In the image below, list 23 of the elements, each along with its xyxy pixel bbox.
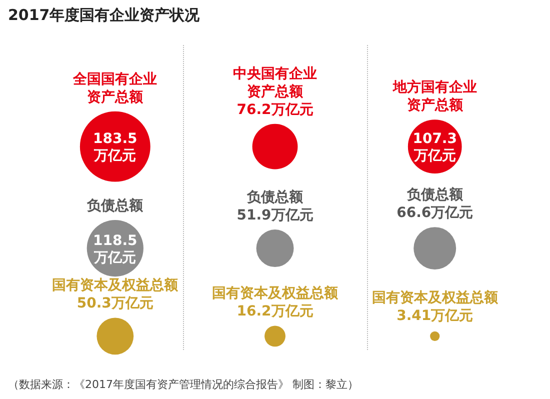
text: （数据来源：《2017年度国有资产管理情况的综合报告》 制图：黎立） — [8, 378, 358, 391]
data-label: 50.3万亿元 — [76, 296, 154, 312]
text: 负债总额 — [247, 190, 303, 206]
data-label: 16.2万亿元 — [236, 304, 314, 320]
text: 国有资本及权益总额 — [212, 286, 338, 302]
data-label: 3.41万亿元 — [396, 308, 474, 324]
data-label: 66.6万亿元 — [396, 205, 474, 222]
legend-label: 国有资本及权益总额 — [52, 276, 180, 294]
data-label: 118.5万亿元 — [93, 232, 138, 266]
category-label: 地方国有企业 — [392, 78, 477, 96]
data-label: 107.3万亿元 — [412, 131, 457, 164]
category-label: 全国国有企业 — [72, 71, 158, 88]
text: 资产总额 — [87, 89, 144, 106]
series-label: 资产总额 — [406, 96, 464, 114]
data-label: 183.5万亿元 — [93, 131, 138, 164]
text: 国有资本及权益总额 — [372, 290, 498, 306]
category-label: 中央国有企业 — [233, 66, 317, 82]
series-label: 负债总额 — [86, 196, 144, 214]
text: 资产总额 — [247, 84, 303, 100]
text: 2017年度国有企业资产状况 — [8, 6, 201, 24]
data-label: 51.9万亿元 — [236, 208, 314, 224]
text: 负债总额 — [406, 187, 463, 204]
data-label: 76.2万亿元 — [236, 102, 314, 118]
